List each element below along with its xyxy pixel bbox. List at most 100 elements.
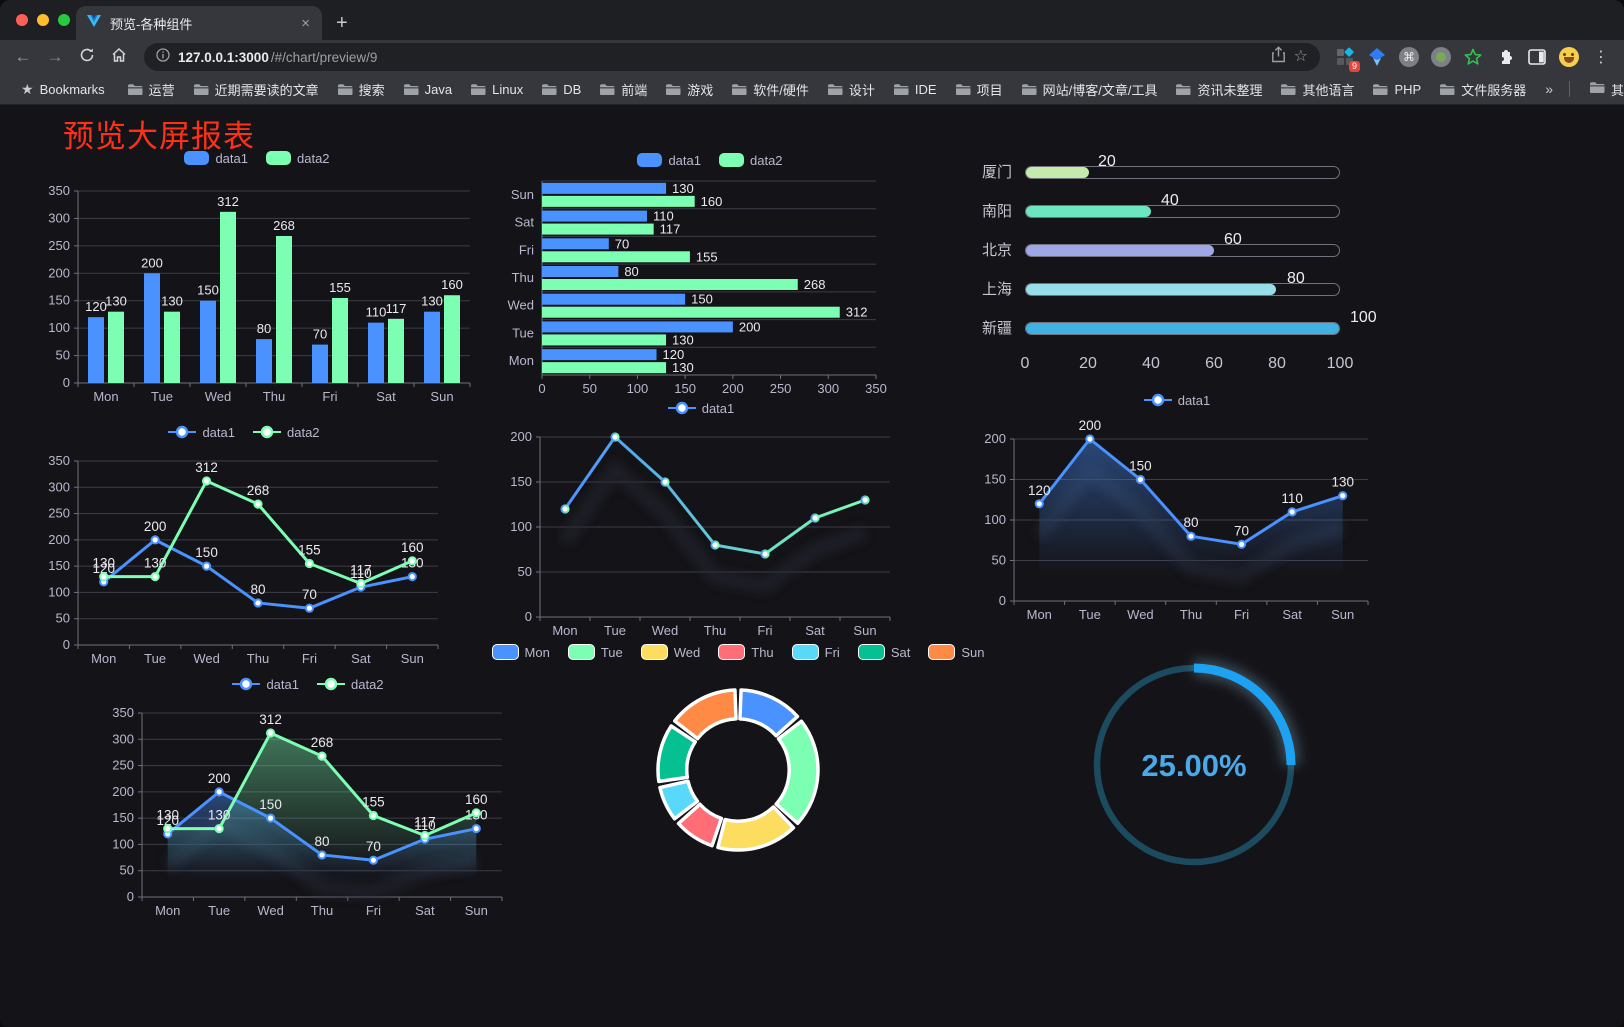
legend-item[interactable]: Wed — [640, 644, 700, 660]
reload-button[interactable] — [74, 47, 100, 68]
chart-legend: data1 data2 — [500, 151, 920, 169]
bookmark-item[interactable]: 运营 — [118, 80, 184, 99]
bookmark-folder-list: 运营 近期需要读的文章 搜索 Java Linux DB 前端 游戏 软件/硬件 设计 IDE 项目网… — [118, 80, 1536, 99]
svg-text:80: 80 — [250, 582, 265, 597]
svg-text:50: 50 — [56, 611, 70, 626]
bookmarks-overflow-chevron[interactable]: » — [1545, 81, 1554, 97]
legend-item[interactable]: data1 — [168, 425, 235, 440]
extension-green-star-icon[interactable] — [1460, 44, 1486, 70]
legend-item[interactable]: data1 — [184, 151, 248, 166]
bookmark-page-star-icon[interactable]: ☆ — [1293, 48, 1308, 65]
area-line-chart: 0 50 100 150 200 Mon Tue Wed Thu Fri Sat Sun 120 200 1… — [972, 413, 1382, 629]
svg-text:Sun: Sun — [401, 651, 424, 666]
bookmarks-manager[interactable]: ★ Bookmarks — [21, 80, 105, 97]
extensions-puzzle-icon[interactable] — [1492, 44, 1518, 70]
site-info-icon[interactable] — [156, 47, 170, 67]
bookmark-item[interactable]: 文件服务器 — [1430, 80, 1535, 99]
svg-text:350: 350 — [48, 453, 70, 468]
svg-text:Wed: Wed — [205, 389, 232, 404]
svg-text:130: 130 — [672, 360, 694, 375]
other-bookmarks[interactable]: 其他书签 — [1580, 80, 1624, 99]
fullscreen-window-button[interactable] — [58, 14, 70, 26]
extension-command-icon[interactable]: ⌘ — [1396, 44, 1422, 70]
svg-text:0: 0 — [525, 609, 532, 624]
svg-text:Mon: Mon — [93, 389, 118, 404]
bookmark-item[interactable]: Linux — [461, 82, 532, 97]
svg-text:100: 100 — [112, 836, 134, 851]
tab-strip: 预览-各种组件 × + — [0, 0, 1624, 40]
bookmark-item[interactable]: 前端 — [590, 80, 656, 99]
svg-text:0: 0 — [63, 375, 70, 390]
svg-text:Thu: Thu — [247, 651, 269, 666]
legend-item[interactable]: Sat — [857, 644, 910, 660]
svg-text:150: 150 — [112, 810, 134, 825]
progress-row: 南阳 40 — [968, 192, 1388, 231]
svg-text:70: 70 — [313, 327, 327, 342]
svg-text:Tue: Tue — [512, 325, 534, 340]
bookmark-item[interactable]: 项目 — [946, 80, 1012, 99]
legend-item[interactable]: data1 — [1143, 393, 1210, 408]
svg-text:120: 120 — [1028, 483, 1051, 498]
bookmark-item[interactable]: 资讯未整理 — [1166, 80, 1271, 99]
new-tab-button[interactable]: + — [336, 12, 348, 34]
share-icon[interactable] — [1271, 46, 1286, 68]
legend-item[interactable]: data2 — [317, 677, 384, 692]
close-window-button[interactable] — [16, 14, 28, 26]
svg-text:Fri: Fri — [519, 242, 534, 257]
side-panel-icon[interactable] — [1524, 44, 1550, 70]
multi-line-chart: 0 50 100 150 200 250 300 350 Mon Tue Wed Thu Fri Sat S… — [36, 445, 452, 673]
svg-text:300: 300 — [48, 210, 70, 225]
legend-item[interactable]: Sun — [928, 644, 984, 660]
bookmark-item[interactable]: IDE — [884, 82, 946, 97]
legend-item[interactable]: Thu — [718, 644, 774, 660]
browser-menu-kebab-icon[interactable]: ⋮ — [1593, 49, 1609, 66]
svg-text:0: 0 — [63, 637, 70, 652]
address-bar[interactable]: 127.0.0.1:3000 /#/chart/preview/9 ☆ — [144, 43, 1320, 71]
home-button[interactable] — [106, 47, 132, 68]
svg-text:Mon: Mon — [509, 353, 534, 368]
bookmark-item[interactable]: 设计 — [818, 80, 884, 99]
svg-text:300: 300 — [112, 731, 134, 746]
bookmark-item[interactable]: 其他语言 — [1271, 80, 1363, 99]
legend-item[interactable]: Tue — [567, 644, 623, 660]
bookmark-item[interactable]: 近期需要读的文章 — [184, 80, 328, 99]
svg-text:250: 250 — [112, 758, 134, 773]
legend-item[interactable]: data1 — [637, 153, 701, 168]
legend-item[interactable]: Mon — [491, 644, 550, 660]
forward-button[interactable]: → — [46, 47, 64, 66]
legend-item[interactable]: Fri — [791, 644, 840, 660]
bookmark-item[interactable]: 游戏 — [656, 80, 722, 99]
bookmark-item[interactable]: PHP — [1363, 82, 1430, 97]
progress-track — [1025, 244, 1340, 257]
minimize-window-button[interactable] — [37, 14, 49, 26]
svg-text:110: 110 — [1281, 491, 1303, 506]
progress-track — [1025, 322, 1340, 335]
emoji-extension-icon[interactable] — [1556, 44, 1582, 70]
bookmark-item[interactable]: 软件/硬件 — [722, 80, 818, 99]
legend-item[interactable]: data2 — [266, 151, 330, 166]
extension-record-icon[interactable] — [1428, 44, 1454, 70]
browser-toolbar: ← → 127.0.0.1:3000 /#/chart/preview/9 ☆ … — [0, 40, 1624, 74]
back-button[interactable]: ← — [14, 47, 32, 66]
extension-kite-icon[interactable] — [1364, 44, 1390, 70]
svg-text:312: 312 — [846, 305, 868, 320]
svg-text:Sat: Sat — [415, 903, 435, 918]
svg-text:130: 130 — [105, 294, 127, 309]
svg-text:100: 100 — [48, 584, 70, 599]
legend-item[interactable]: data1 — [232, 677, 299, 692]
browser-tab[interactable]: 预览-各种组件 × — [76, 6, 322, 40]
legend-item[interactable]: data1 — [667, 401, 734, 416]
legend-item[interactable]: data2 — [253, 425, 320, 440]
pie-slice — [774, 719, 820, 826]
legend-item[interactable]: data2 — [719, 153, 783, 168]
bookmark-item[interactable]: 网站/博客/文章/工具 — [1012, 80, 1167, 99]
extension-blocks-icon[interactable]: 9 — [1332, 44, 1360, 72]
bookmark-item[interactable]: Java — [394, 82, 461, 97]
svg-text:Mon: Mon — [1027, 607, 1052, 622]
bookmark-item[interactable]: 搜索 — [328, 80, 394, 99]
svg-text:Fri: Fri — [322, 389, 337, 404]
progress-axis: 0 20 40 60 80 100 — [1020, 355, 1354, 372]
svg-text:70: 70 — [615, 236, 629, 251]
tab-close-icon[interactable]: × — [301, 14, 310, 32]
bookmark-item[interactable]: DB — [532, 82, 590, 97]
